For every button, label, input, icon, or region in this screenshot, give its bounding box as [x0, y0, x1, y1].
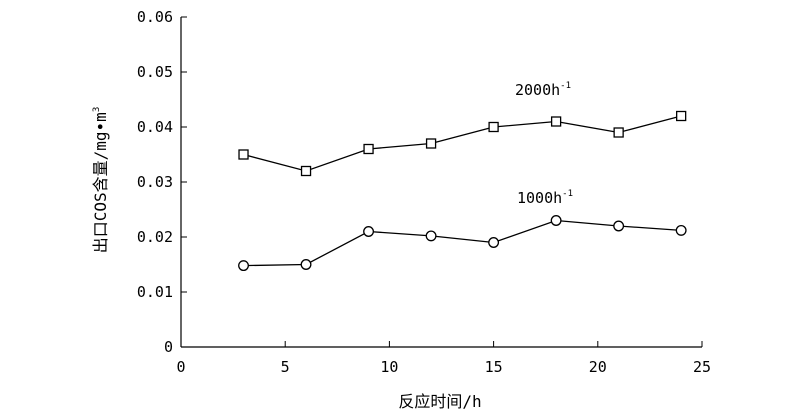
- x-tick-label: 15: [485, 358, 503, 376]
- data-point-square: [238, 149, 249, 160]
- plot-frame: [180, 17, 702, 348]
- data-point-circle: [238, 260, 249, 272]
- series-label-1000: 1000h-1: [517, 189, 573, 207]
- data-point-square: [300, 165, 312, 177]
- series-label-2000: 2000h-1: [515, 81, 571, 99]
- x-tick-label: 10: [380, 358, 398, 376]
- data-point-circle: [425, 230, 437, 242]
- y-tick-label: 0.01: [137, 283, 173, 301]
- svg-text:出口COS含量/mg•m3: 出口COS含量/mg•m3: [91, 107, 110, 254]
- y-axis-ticks: 0 0.01 0.02 0.03 0.04 0.05 0.06: [137, 8, 187, 356]
- y-axis-title-superscript: 3: [92, 107, 102, 112]
- data-point-circle: [300, 259, 312, 270]
- data-point-circle: [675, 224, 687, 236]
- y-tick-label: 0.02: [137, 228, 173, 246]
- y-tick-label: 0.06: [137, 8, 173, 26]
- y-axis-title: 出口COS含量/mg•m3: [91, 107, 110, 254]
- data-point-square: [363, 143, 374, 155]
- data-point-square: [488, 121, 499, 133]
- series-0: [238, 110, 687, 177]
- series-line: [243, 115, 682, 172]
- series-line: [243, 219, 682, 267]
- y-tick-label: 0.03: [137, 173, 173, 191]
- data-point-square: [613, 127, 624, 138]
- y-tick-label: 0: [164, 338, 173, 356]
- data-point-square: [676, 110, 687, 122]
- x-tick-label: 25: [693, 358, 711, 376]
- series-1: [238, 215, 687, 272]
- x-tick-label: 0: [176, 358, 185, 376]
- y-tick-label: 0.04: [137, 118, 173, 136]
- data-point-circle: [488, 237, 500, 248]
- data-point-circle: [613, 220, 625, 232]
- x-axis-ticks: 0 5 10 15 20 25: [176, 341, 711, 376]
- data-point-square: [425, 138, 437, 149]
- x-axis-title: 反应时间/h: [398, 392, 481, 411]
- x-tick-label: 5: [281, 358, 290, 376]
- data-point-square: [550, 116, 562, 127]
- data-point-circle: [363, 226, 375, 237]
- series-layer: [238, 110, 687, 272]
- y-tick-label: 0.05: [137, 63, 173, 81]
- y-axis-title-text: 出口COS含量/mg•m: [91, 112, 110, 253]
- data-point-circle: [550, 215, 562, 226]
- x-tick-label: 20: [589, 358, 607, 376]
